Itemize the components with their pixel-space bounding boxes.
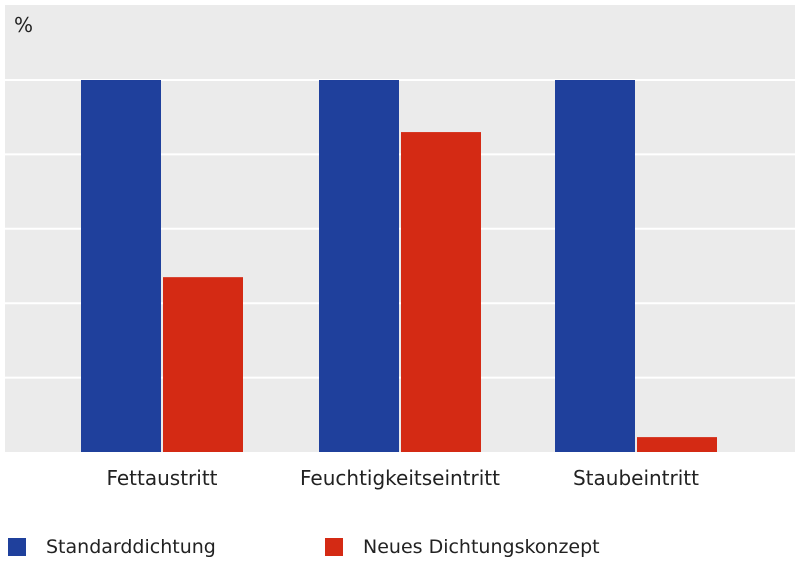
category-label-fettaustritt: Fettaustritt <box>106 466 217 490</box>
legend: Standarddichtung Neues Dichtungskonzept <box>0 536 800 566</box>
bar-new-feuchtigkeitseintritt <box>401 132 481 452</box>
bar-new-fettaustritt <box>163 277 243 452</box>
bar-new-staubeintritt <box>637 437 717 452</box>
category-labels: Fettaustritt Feuchtigkeitseintritt Staubei… <box>106 466 699 490</box>
legend-swatch-standard <box>8 538 26 556</box>
bar-standard-staubeintritt <box>555 80 635 452</box>
bars-group <box>81 80 717 452</box>
legend-item-new: Neues Dichtungskonzept <box>325 536 600 558</box>
legend-swatch-new <box>325 538 343 556</box>
category-label-staubeintritt: Staubeintritt <box>573 466 699 490</box>
bar-standard-fettaustritt <box>81 80 161 452</box>
legend-item-standard: Standarddichtung <box>8 536 216 558</box>
legend-label-standard: Standarddichtung <box>46 536 216 558</box>
category-label-feuchtigkeitseintritt: Feuchtigkeitseintritt <box>300 466 500 490</box>
bar-chart: % Fettaustritt Feuchtigkeitseintritt Staub… <box>5 5 795 490</box>
y-unit-label: % <box>14 13 33 37</box>
legend-label-new: Neues Dichtungskonzept <box>363 536 600 558</box>
bar-standard-feuchtigkeitseintritt <box>319 80 399 452</box>
